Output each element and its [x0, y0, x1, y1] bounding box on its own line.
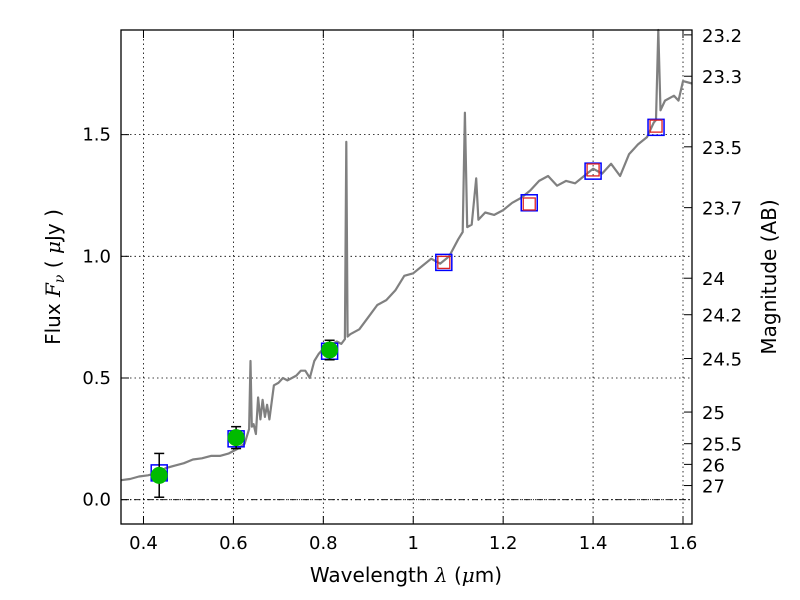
mag-tick-label: 25 [702, 403, 725, 424]
mag-tick-label: 25.5 [702, 435, 742, 456]
y-tick-label: 1.0 [82, 246, 111, 267]
mag-tick-label: 26 [702, 455, 725, 476]
x-tick-label: 1 [408, 533, 419, 554]
observed-box-marker [586, 163, 600, 177]
spectrum-line [120, 28, 693, 482]
photometry-point [150, 466, 168, 484]
x-tick-label: 0.4 [129, 533, 158, 554]
mag-tick-label: 23.2 [702, 26, 742, 47]
observed-box-marker [522, 197, 536, 211]
tick-layer: 0.4 0.6 0.8 1 1.2 1.4 1.6 0.0 0.5 1.0 1.5 23.2 23.3 2… [82, 26, 742, 554]
y-axis-right-label: Magnitude (AB) [757, 199, 781, 354]
model-box-marker [435, 253, 453, 272]
x-axis-label: Wavelength λ (μm) [310, 563, 502, 587]
mag-tick-label: 27 [702, 477, 725, 498]
mag-tick-label: 23.7 [702, 199, 742, 220]
mag-tick-label: 23.5 [702, 138, 742, 159]
plot-frame [120, 29, 693, 525]
x-tick-label: 0.8 [309, 533, 338, 554]
observed-box-marker [649, 119, 663, 133]
model-box-marker [647, 118, 665, 137]
grid-lines [121, 30, 692, 524]
model-box-marker [520, 194, 538, 212]
y-tick-label: 0.5 [82, 368, 111, 389]
y-tick-label: 1.5 [82, 125, 111, 146]
photometry-point [321, 341, 339, 359]
observed-box-marker [437, 255, 451, 270]
mag-tick-label: 23.3 [702, 67, 742, 88]
y-tick-label: 0.0 [82, 490, 111, 511]
mag-tick-label: 24 [702, 269, 725, 290]
y-axis-label: Flux Fν ( μJy ) [41, 209, 68, 345]
photometry-point [227, 429, 245, 447]
x-tick-label: 1.4 [579, 533, 608, 554]
x-tick-label: 1.2 [489, 533, 518, 554]
x-tick-label: 0.6 [219, 533, 248, 554]
model-box-marker [584, 162, 602, 180]
marker-layer [150, 118, 665, 498]
mag-tick-label: 24.5 [702, 350, 742, 371]
x-tick-label: 1.6 [669, 533, 698, 554]
mag-tick-label: 24.2 [702, 306, 742, 327]
